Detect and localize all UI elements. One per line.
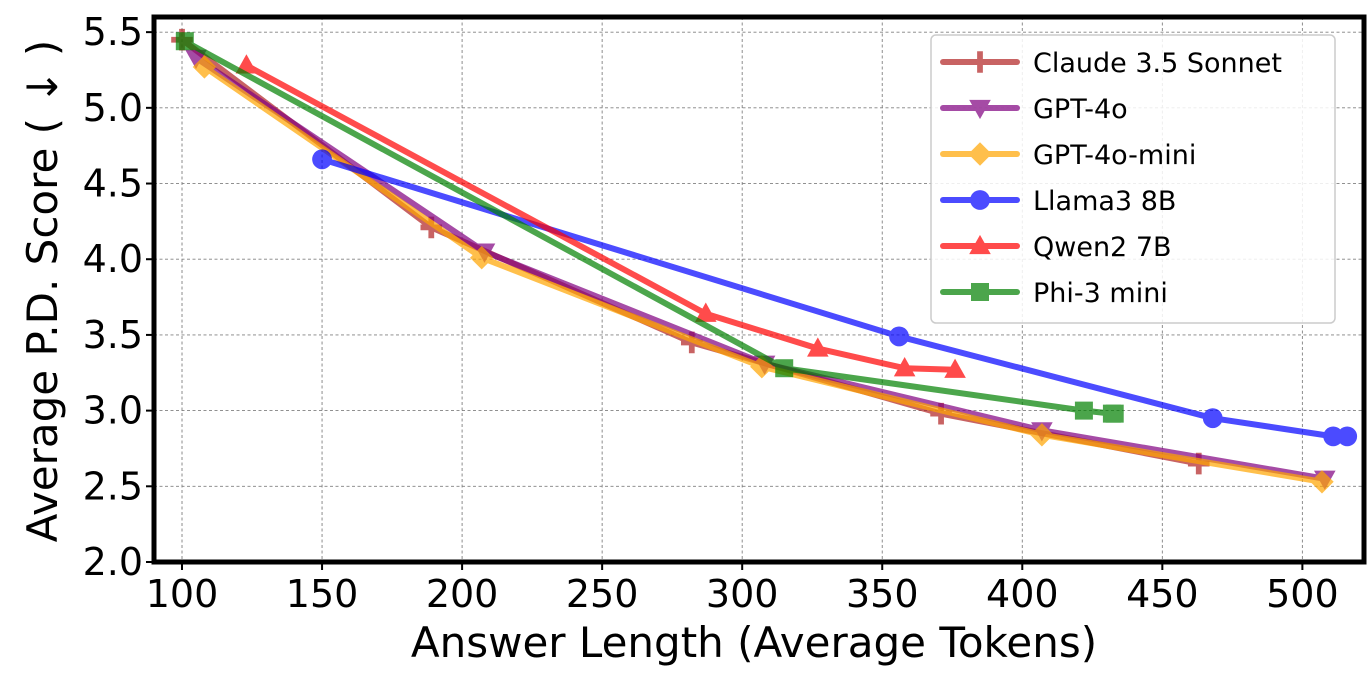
legend-marker <box>969 51 991 73</box>
x-tick-label: 250 <box>566 572 639 616</box>
legend-label: GPT-4o <box>1033 94 1128 125</box>
series-3 <box>312 149 1358 447</box>
legend-swatch <box>940 283 1020 301</box>
legend-item: Qwen2 7B <box>940 232 1172 263</box>
data-point <box>1202 408 1223 429</box>
y-tick-label: 5.5 <box>83 10 143 54</box>
series-lines <box>171 28 1358 494</box>
y-tick-label: 3.0 <box>83 389 143 433</box>
legend-label: Llama3 8B <box>1033 186 1176 217</box>
data-point <box>175 32 194 51</box>
data-point <box>1310 470 1334 494</box>
legend: Claude 3.5 Sonnet GPT-4o GPT-4o-mini Llama3… <box>930 34 1336 324</box>
legend-label: GPT-4o-mini <box>1033 140 1196 171</box>
data-point <box>775 359 794 378</box>
legend-swatch <box>940 142 1020 166</box>
y-tick-label: 3.5 <box>83 313 143 357</box>
data-point <box>470 246 494 270</box>
legend-marker <box>971 283 989 301</box>
data-point <box>185 49 207 70</box>
legend-marker <box>970 190 990 210</box>
data-point <box>1074 401 1093 420</box>
data-point <box>312 149 332 170</box>
legend-item: GPT-4o <box>940 94 1128 125</box>
y-tick-label: 2.0 <box>83 540 143 584</box>
data-point <box>889 326 909 347</box>
data-point <box>893 357 916 377</box>
legend-swatch <box>940 99 1020 120</box>
x-tick-label: 100 <box>146 572 219 616</box>
legend-item: Phi-3 mini <box>940 278 1168 309</box>
legend-item: GPT-4o-mini <box>940 140 1196 171</box>
x-axis-title: Answer Length (Average Tokens) <box>411 618 1097 667</box>
legend-box <box>930 34 1336 324</box>
data-point <box>1337 426 1358 447</box>
legend-label: Claude 3.5 Sonnet <box>1033 48 1282 79</box>
legend-swatch <box>940 234 1020 255</box>
data-point <box>192 55 217 79</box>
legend-swatch <box>940 51 1020 73</box>
data-point <box>750 355 774 379</box>
x-tick-label: 150 <box>286 572 359 616</box>
x-tick-label: 200 <box>426 572 499 616</box>
x-tick-label: 400 <box>986 572 1059 616</box>
legend-marker <box>969 234 991 255</box>
legend-marker <box>969 99 991 120</box>
x-tick-label: 350 <box>846 572 919 616</box>
y-tick-label: 4.0 <box>83 237 143 281</box>
plot-frame <box>151 14 1367 565</box>
series-2 <box>192 55 1334 494</box>
data-point <box>807 337 829 357</box>
x-tick-label: 450 <box>1126 572 1199 616</box>
y-tick-label: 4.5 <box>83 162 143 206</box>
x-tick-label: 500 <box>1266 572 1339 616</box>
plot-border <box>151 14 1367 565</box>
legend-marker <box>968 142 992 166</box>
legend-label: Phi-3 mini <box>1033 278 1168 309</box>
data-point <box>420 216 443 239</box>
data-point <box>944 358 966 378</box>
legend-item: Claude 3.5 Sonnet <box>940 48 1282 79</box>
data-point <box>1323 426 1344 447</box>
tick-labels: 100 150 200 250 300 350 400 450 500 2.0 2.5 3.0 3.5 4… <box>83 10 1339 616</box>
data-point <box>1105 404 1124 423</box>
data-point <box>930 402 952 425</box>
legend-swatch <box>940 190 1020 210</box>
series-5 <box>175 32 1124 423</box>
legend-item: Llama3 8B <box>940 186 1176 217</box>
data-point <box>694 302 717 322</box>
y-tick-label: 5.0 <box>83 86 143 130</box>
y-axis-title: Average P.D. Score ( ↓ ) <box>18 40 67 543</box>
x-tick-label: 300 <box>706 572 779 616</box>
y-tick-label: 2.5 <box>83 464 143 508</box>
data-point <box>1030 423 1054 447</box>
legend-label: Qwen2 7B <box>1033 232 1172 263</box>
